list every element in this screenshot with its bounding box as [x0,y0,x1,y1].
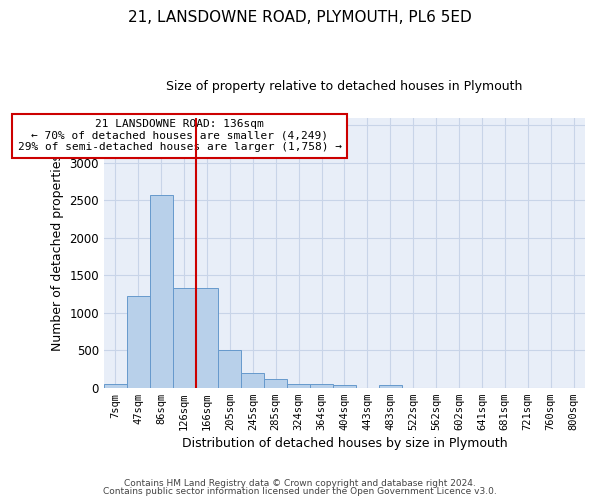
Title: Size of property relative to detached houses in Plymouth: Size of property relative to detached ho… [166,80,523,93]
Bar [150,194,173,388]
Text: 21 LANSDOWNE ROAD: 136sqm
← 70% of detached houses are smaller (4,249)
29% of se: 21 LANSDOWNE ROAD: 136sqm ← 70% of detac… [17,120,341,152]
Bar [127,296,150,388]
Bar [333,384,356,388]
X-axis label: Distribution of detached houses by size in Plymouth: Distribution of detached houses by size … [182,437,507,450]
Bar [264,380,287,388]
Text: Contains public sector information licensed under the Open Government Licence v3: Contains public sector information licen… [103,487,497,496]
Text: 21, LANSDOWNE ROAD, PLYMOUTH, PL6 5ED: 21, LANSDOWNE ROAD, PLYMOUTH, PL6 5ED [128,10,472,25]
Bar [287,384,310,388]
Bar [218,350,241,388]
Bar [310,384,333,388]
Bar [379,384,402,388]
Bar [104,384,127,388]
Text: Contains HM Land Registry data © Crown copyright and database right 2024.: Contains HM Land Registry data © Crown c… [124,478,476,488]
Bar [241,372,264,388]
Bar [173,288,196,388]
Bar [196,288,218,388]
Y-axis label: Number of detached properties: Number of detached properties [51,154,64,351]
